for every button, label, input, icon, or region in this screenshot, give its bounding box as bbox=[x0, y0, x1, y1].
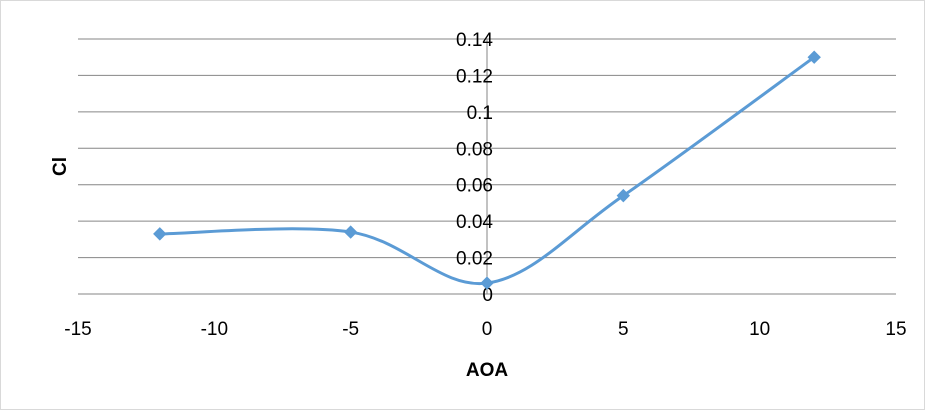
y-tick-label: 0.08 bbox=[456, 139, 493, 160]
y-tick-label: 0.02 bbox=[456, 249, 493, 270]
data-point-marker bbox=[153, 227, 167, 241]
x-tick-label: -5 bbox=[342, 319, 359, 340]
y-tick-label: 0.06 bbox=[456, 176, 493, 197]
y-tick-label: 0 bbox=[482, 285, 493, 306]
data-point-marker bbox=[343, 225, 358, 239]
axes bbox=[78, 39, 896, 295]
gridlines bbox=[78, 38, 896, 259]
x-tick-label: -15 bbox=[64, 319, 91, 340]
x-tick-labels: -15 -10 -5 0 5 10 15 bbox=[64, 319, 906, 340]
series-group bbox=[153, 50, 821, 290]
y-tick-label: 0.12 bbox=[456, 66, 493, 87]
data-point-marker bbox=[616, 188, 631, 203]
x-tick-label: 10 bbox=[749, 319, 770, 340]
x-tick-label: 5 bbox=[618, 319, 629, 340]
x-tick-label: 0 bbox=[482, 319, 493, 340]
x-axis-title: AOA bbox=[466, 360, 509, 381]
y-tick-label: 0.04 bbox=[456, 212, 493, 233]
y-tick-label: 0.1 bbox=[467, 103, 493, 124]
y-tick-labels: 0 0.02 0.04 0.06 0.08 0.1 0.12 0.14 bbox=[456, 30, 493, 306]
y-axis-title: Cl bbox=[50, 157, 71, 176]
data-point-marker bbox=[480, 276, 494, 290]
x-tick-label: 15 bbox=[885, 319, 906, 340]
data-point-marker bbox=[807, 50, 821, 64]
x-tick-label: -10 bbox=[201, 319, 228, 340]
y-tick-label: 0.14 bbox=[456, 30, 493, 51]
